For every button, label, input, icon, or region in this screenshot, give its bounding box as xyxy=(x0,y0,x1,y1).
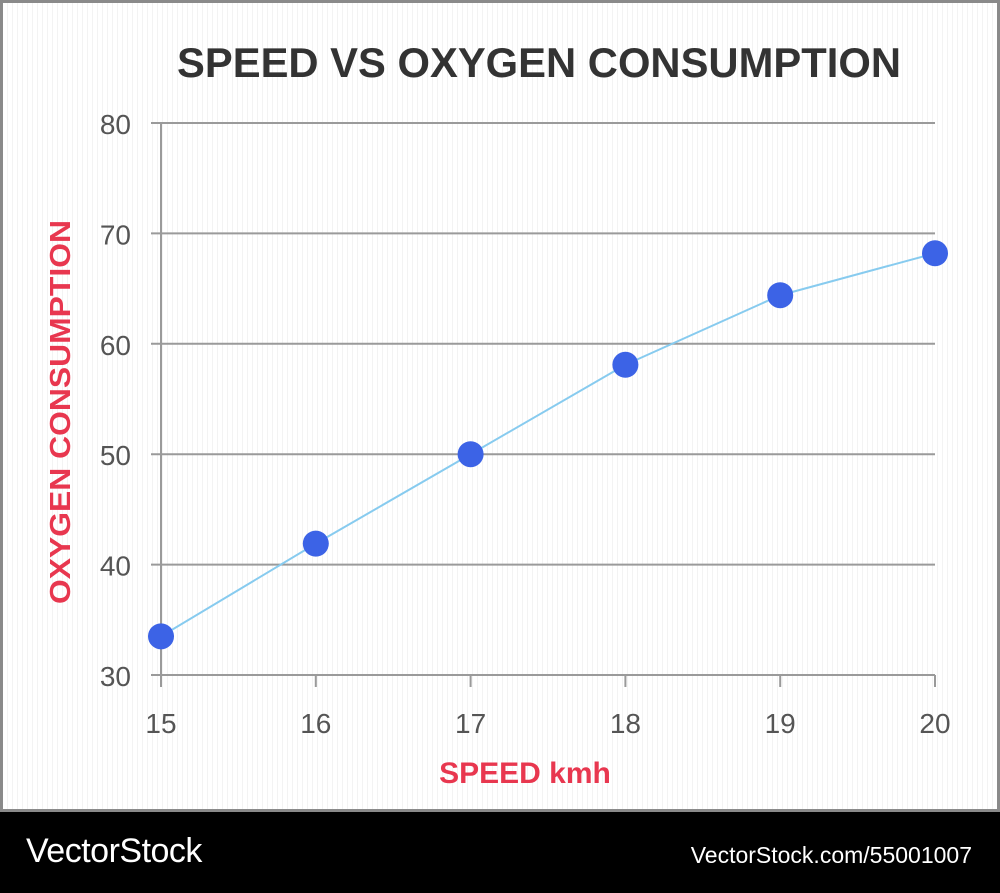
x-tick-label: 19 xyxy=(765,708,796,739)
image-id: VectorStock.com/55001007 xyxy=(690,842,972,868)
x-tick-label: 20 xyxy=(919,708,950,739)
tick-labels: 30 40 50 60 70 80 15 16 17 18 19 20 xyxy=(100,109,951,739)
chart-panel: SPEED VS OXYGEN CONSUMPTION 30 40 50 60 70 80… xyxy=(0,0,1000,812)
data-point xyxy=(922,240,948,267)
footer-bar: VectorStock VectorStock.com/55001007 xyxy=(0,812,1000,893)
y-tick-label: 70 xyxy=(100,219,131,250)
x-tick-label: 18 xyxy=(610,708,641,739)
data-point xyxy=(612,351,639,378)
data-point xyxy=(457,441,484,468)
x-tick-label: 16 xyxy=(300,708,331,739)
y-tick-label: 60 xyxy=(100,330,131,361)
data-point xyxy=(767,282,794,309)
chart: SPEED VS OXYGEN CONSUMPTION 30 40 50 60 70 80… xyxy=(45,39,951,790)
series-line xyxy=(160,252,936,638)
axes xyxy=(151,123,936,687)
y-tick-label: 40 xyxy=(100,551,131,582)
brand-logo: VectorStock xyxy=(26,832,202,870)
y-axis-label: OXYGEN CONSUMPTION xyxy=(45,220,77,604)
grid xyxy=(151,122,935,566)
x-axis-label: SPEED kmh xyxy=(439,757,611,790)
chart-title: SPEED VS OXYGEN CONSUMPTION xyxy=(177,39,901,86)
y-tick-label: 80 xyxy=(100,109,131,140)
y-tick-label: 30 xyxy=(100,661,131,692)
data-point xyxy=(148,623,174,650)
y-tick-label: 50 xyxy=(100,440,131,471)
series xyxy=(148,240,948,650)
x-tick-label: 15 xyxy=(145,708,176,739)
x-tick-label: 17 xyxy=(455,708,486,739)
data-point xyxy=(302,530,329,557)
